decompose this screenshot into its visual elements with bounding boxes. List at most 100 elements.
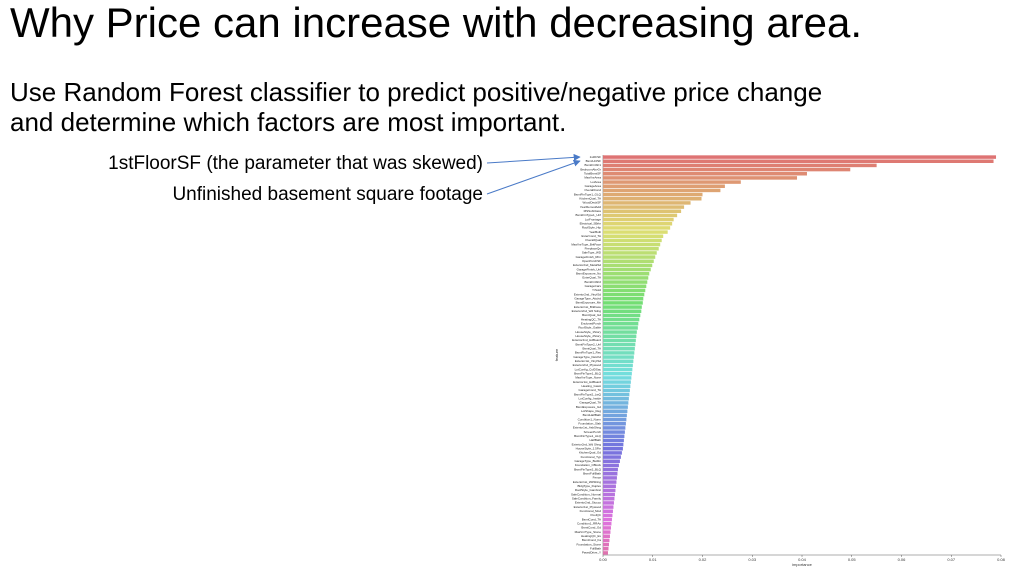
bar	[603, 313, 641, 318]
y-axis-label: feature	[554, 348, 559, 361]
y-tick-label: MasVnrType_None	[575, 376, 601, 380]
bar	[603, 180, 741, 184]
bar	[603, 426, 626, 430]
bar	[603, 255, 656, 259]
y-tick-label: HouseStyle_2Story	[575, 334, 601, 338]
bar	[603, 347, 635, 351]
bar	[603, 438, 624, 443]
x-tick-label: 0.04	[798, 557, 807, 562]
bar	[603, 497, 615, 501]
bar	[603, 292, 645, 297]
bar	[603, 372, 632, 376]
bar	[603, 338, 636, 343]
x-tick-label: 0.07	[947, 557, 956, 562]
y-tick-label: BsmtFullBath	[583, 472, 601, 476]
bar	[603, 547, 609, 551]
y-tick-label: BsmtFinType1_ALQ	[574, 434, 602, 438]
bar	[603, 334, 637, 338]
y-tick-label: LotShape_Reg	[581, 409, 601, 413]
y-tick-label: BsmtHalfBath	[583, 413, 602, 417]
y-tick-label: YrSold	[592, 288, 601, 292]
y-tick-label: Exterior1st_WdShing	[573, 480, 602, 484]
bar	[603, 184, 725, 188]
y-tick-label: BsmtExposure_Mn	[576, 301, 602, 305]
subtitle-line: and determine which factors are most imp…	[10, 107, 566, 137]
y-tick-label: Condition1_Norm	[578, 417, 602, 421]
x-tick-label: 0.03	[748, 557, 757, 562]
bar	[603, 476, 617, 480]
bar	[603, 330, 637, 334]
y-tick-label: BsmtCond_TA	[582, 517, 601, 521]
y-tick-label: GarageFinish_RFn	[576, 255, 602, 259]
y-tick-label: HouseStyle_1.5Fin	[576, 447, 602, 451]
y-tick-label: MasVnrArea	[584, 176, 601, 180]
bar	[603, 422, 626, 426]
bar	[603, 176, 798, 180]
bar	[603, 209, 682, 213]
bar	[603, 526, 611, 530]
bar	[603, 226, 671, 230]
y-tick-label: RoofStyle_Gable	[578, 326, 601, 330]
bar	[603, 222, 673, 226]
bar	[603, 276, 649, 280]
bar	[603, 434, 625, 438]
bar	[603, 201, 691, 205]
bar	[603, 380, 631, 384]
bar	[603, 492, 615, 497]
bar	[603, 542, 609, 547]
y-tick-label: 1stFlrSF	[590, 155, 602, 159]
bar	[603, 163, 877, 168]
y-tick-label: WoodDeckSF	[583, 201, 602, 205]
bar	[603, 280, 648, 284]
y-tick-label: Foundation_CBlock	[575, 463, 602, 467]
bar	[603, 551, 608, 555]
bar	[603, 288, 646, 293]
bar	[603, 309, 642, 313]
y-tick-label: Exterior1st_AsbShng	[573, 426, 602, 430]
y-tick-label: RoofStyle_Hip	[582, 226, 602, 230]
bar	[603, 417, 627, 422]
bar	[603, 234, 664, 238]
y-tick-label: BsmtCond_Gd	[581, 526, 601, 530]
bar	[603, 297, 644, 301]
y-tick-label: YearRemodAdd	[580, 205, 601, 209]
y-tick-label: Functional_Mod	[580, 509, 602, 513]
bar	[603, 376, 632, 380]
y-tick-label: BsmtQual_TA	[583, 347, 601, 351]
bar	[603, 326, 638, 330]
bar	[603, 355, 634, 359]
bar	[603, 217, 674, 222]
bar	[603, 367, 633, 372]
bar	[603, 172, 807, 176]
y-tick-label: KitchenQual_TA	[579, 197, 601, 201]
bar	[603, 284, 647, 288]
bar	[603, 401, 629, 405]
bar	[603, 342, 636, 347]
y-tick-label: Exterior1st_VinylSd	[575, 359, 601, 363]
y-tick-label: BsmtExposure_Gd	[576, 405, 602, 409]
y-tick-label: BedroomAbvGr	[580, 167, 601, 171]
bar	[603, 522, 612, 526]
bar	[603, 167, 851, 172]
y-tick-label: BsmtFinSF2	[584, 280, 601, 284]
y-tick-label: Electrical_SBrkr	[580, 222, 601, 226]
y-tick-label: SaleType_WD	[582, 251, 602, 255]
y-tick-label: BsmtFinType1_BLQ	[574, 372, 602, 376]
bar	[603, 455, 621, 459]
y-tick-label: OverallCond	[584, 188, 601, 192]
y-tick-label: GarageCond_TA	[579, 388, 601, 392]
y-tick-label: KitchenQual_Gd	[579, 451, 601, 455]
bar	[603, 247, 659, 251]
y-tick-label: Foundation_Slab	[578, 422, 601, 426]
y-tick-label: ScreenPorch	[584, 430, 602, 434]
x-tick-label: 0.08	[997, 557, 1006, 562]
bar	[603, 305, 642, 309]
bar	[603, 263, 653, 268]
y-tick-label: OverallQual	[585, 238, 601, 242]
y-tick-label: Heating_GasA	[581, 384, 601, 388]
y-tick-label: Foundation_Stone	[576, 542, 601, 546]
bar	[603, 259, 654, 263]
bar	[603, 359, 634, 363]
bar	[603, 530, 611, 534]
